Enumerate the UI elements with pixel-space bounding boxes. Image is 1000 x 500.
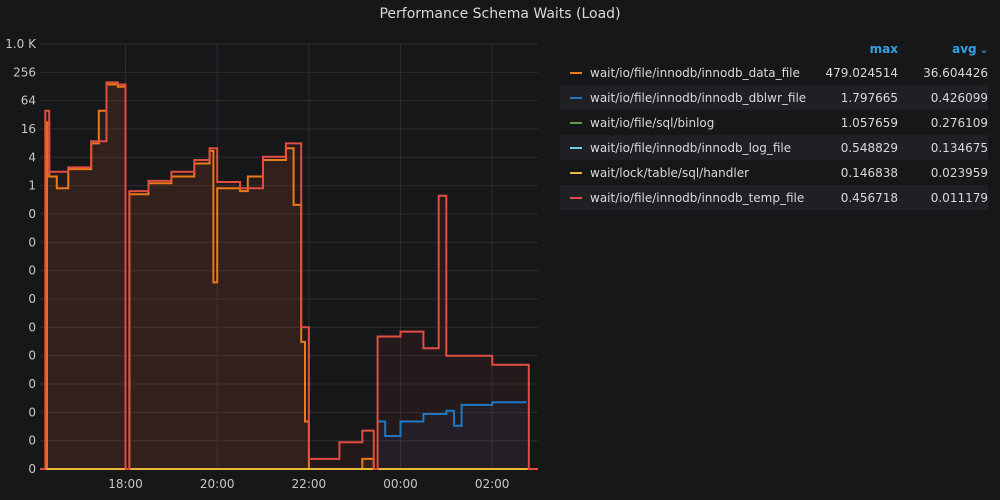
legend-max-value: 479.024514 (825, 65, 898, 80)
legend-rows: wait/io/file/innodb/innodb_data_file 479.… (560, 60, 988, 210)
x-tick-label: 22:00 (292, 477, 327, 491)
avg-column-header[interactable]: avg ⌄ (898, 42, 988, 56)
series-area-5 (40, 82, 538, 470)
x-tick-label: 02:00 (475, 477, 510, 491)
legend-series-name[interactable]: wait/io/file/sql/binlog (590, 115, 715, 130)
y-tick-label: 0 (28, 320, 36, 334)
y-tick-label: 256 (13, 65, 36, 79)
series-area-0 (45, 84, 539, 469)
legend-swatch (570, 96, 582, 99)
x-tick-label: 00:00 (383, 477, 418, 491)
y-tick-label: 1.0 K (5, 37, 37, 51)
y-tick-label: 0 (28, 349, 36, 363)
legend-max-value: 0.548829 (840, 140, 898, 155)
legend-swatch (570, 121, 582, 124)
legend-avg-value: 0.276109 (930, 115, 988, 130)
y-tick-label: 0 (28, 462, 36, 476)
legend-series-name[interactable]: wait/io/file/innodb/innodb_log_file (590, 140, 792, 155)
legend-max-value: 0.146838 (840, 165, 898, 180)
legend: max avg ⌄ wait/io/file/innodb/innodb_data… (560, 38, 988, 210)
legend-item[interactable]: wait/io/file/sql/binlog 1.057659 0.276109 (560, 110, 988, 135)
chart-area-fills (40, 82, 539, 470)
y-tick-label: 16 (21, 122, 36, 136)
y-tick-label: 0 (28, 292, 36, 306)
x-tick-label: 18:00 (108, 477, 143, 491)
legend-item[interactable]: wait/io/file/innodb/innodb_log_file 0.548… (560, 135, 988, 160)
legend-item[interactable]: wait/io/file/innodb/innodb_temp_file 0.45… (560, 185, 988, 210)
legend-swatch (570, 196, 582, 199)
max-column-header[interactable]: max (869, 42, 898, 56)
legend-swatch (570, 146, 582, 149)
legend-avg-value: 0.023959 (930, 165, 988, 180)
y-tick-label: 0 (28, 405, 36, 419)
legend-max-value: 1.797665 (840, 90, 898, 105)
legend-item[interactable]: wait/lock/table/sql/handler 0.146838 0.023… (560, 160, 988, 185)
y-tick-label: 0 (28, 434, 36, 448)
y-tick-label: 0 (28, 207, 36, 221)
legend-avg-value: 36.604426 (923, 65, 988, 80)
y-axis: 1.0 K 256 64 16 4 1 0 0 0 0 0 0 0 0 0 0 (5, 37, 37, 476)
chart: 1.0 K 256 64 16 4 1 0 0 0 0 0 0 0 0 0 0 18:00 20:00 22:00… (5, 37, 539, 491)
legend-series-name[interactable]: wait/lock/table/sql/handler (590, 165, 750, 180)
y-tick-label: 64 (21, 94, 36, 108)
y-tick-label: 1 (28, 179, 36, 193)
legend-series-name[interactable]: wait/io/file/innodb/innodb_temp_file (590, 190, 805, 205)
legend-swatch (570, 71, 582, 74)
legend-item[interactable]: wait/io/file/innodb/innodb_data_file 479.… (560, 60, 988, 85)
chevron-down-icon: ⌄ (979, 45, 988, 56)
legend-series-name[interactable]: wait/io/file/innodb/innodb_data_file (590, 65, 800, 80)
legend-swatch (570, 171, 582, 174)
legend-avg-value: 0.011179 (930, 190, 988, 205)
legend-max-value: 0.456718 (840, 190, 898, 205)
legend-header: max avg ⌄ (560, 38, 988, 60)
chart-series-lines (40, 81, 538, 470)
x-tick-label: 20:00 (200, 477, 235, 491)
series-area-1 (377, 402, 527, 469)
x-axis: 18:00 20:00 22:00 00:00 02:00 (108, 477, 509, 491)
series-line-5 (40, 81, 538, 470)
avg-column-label: avg (952, 42, 977, 56)
legend-series-name[interactable]: wait/io/file/innodb/innodb_dblwr_file (590, 90, 807, 105)
legend-max-value: 1.057659 (840, 115, 898, 130)
legend-avg-value: 0.134675 (930, 140, 988, 155)
legend-avg-value: 0.426099 (930, 90, 988, 105)
y-tick-label: 0 (28, 264, 36, 278)
y-tick-label: 0 (28, 235, 36, 249)
y-tick-label: 0 (28, 377, 36, 391)
series-line-1 (377, 401, 527, 437)
legend-item[interactable]: wait/io/file/innodb/innodb_dblwr_file 1.7… (560, 85, 988, 110)
y-tick-label: 4 (28, 150, 36, 164)
panel-title: Performance Schema Waits (Load) (379, 6, 621, 22)
